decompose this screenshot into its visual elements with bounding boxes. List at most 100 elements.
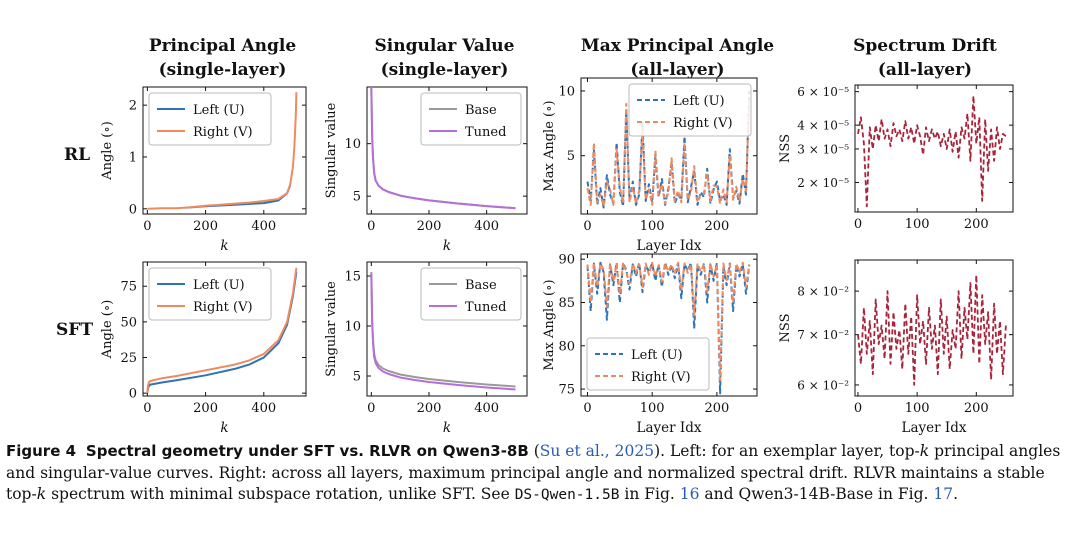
legend-box [586,337,710,391]
y-tick-label: 8 × 10⁻² [797,285,849,299]
y-axis-label: NSS [778,314,793,343]
y-axis-label: Angle (∘) [100,121,115,181]
column-title-line1: Singular Value [374,36,515,56]
figure-panels: 0 200 400 0 1 2 k Angle (∘) Left (U) Right (V) 0 20… [100,77,1014,436]
column-title-line1: Spectrum Drift [853,36,997,56]
series-line-right-v- [147,92,298,210]
column-title-spectrum-drift: Spectrum Drift (all-layer) [830,34,1020,82]
x-tick-label: 0 [583,219,591,234]
row-label-sft: SFT [56,320,93,340]
x-tick-label: 0 [854,217,862,232]
y-axis-label: Angle (∘) [100,300,115,360]
caption-end: . [953,485,959,503]
x-axis-label: k [443,420,451,436]
y-tick-label: 75 [120,280,137,295]
x-tick-label: 200 [417,219,442,234]
plot-frame-rl_drift [854,84,1014,213]
legend-label: Right (V) [193,125,253,140]
caption-text-2: principal angles and singular-value curv… [6,442,1061,503]
y-axis-label: Max Angle (∘) [542,279,557,370]
x-tick-label: 200 [964,217,989,232]
x-tick-label: 0 [367,401,375,416]
series-line-nss [857,274,1007,386]
caption-figure-label: Figure 4 [6,442,77,460]
column-title-line2: (single-layer) [158,60,287,80]
x-tick-label: 100 [640,219,665,234]
caption-text-1: ). Left: for an exemplar layer, top- [654,442,920,460]
series-line-nss [857,95,1007,208]
y-tick-label: 80 [558,339,575,354]
row-label-rl: RL [64,145,91,165]
y-tick-label: 5 [353,190,361,205]
series-line-right-v- [586,261,751,382]
series-line-left-u- [185,185,291,209]
y-tick-label: 10 [344,137,361,152]
column-title-line1: Principal Angle [148,36,297,56]
y-tick-label: 15 [344,270,361,285]
x-tick-label: 100 [905,217,930,232]
caption-model-name: DS-Qwen-1.5B [514,487,620,503]
y-tick-label: 5 [567,149,575,164]
x-axis-label: Layer Idx [637,238,702,254]
plot-frame-sft_singular [366,261,528,397]
caption-title: Spectral geometry under SFT vs. RLVR on … [85,442,529,460]
legend-label: Base [465,103,497,118]
x-tick-label: 100 [640,401,665,416]
figure-caption: Figure 4 Spectral geometry under SFT vs.… [6,442,1061,503]
y-tick-label: 50 [120,315,137,330]
legend-label: Right (V) [673,116,733,131]
caption-fig-ref-17[interactable]: 17 [933,485,954,503]
legend-label: Right (V) [193,300,253,315]
legend-label: Base [465,278,497,293]
y-tick-label: 7 × 10⁻² [797,328,849,342]
x-tick-label: 400 [251,401,276,416]
plot-frame-rl_angle [142,86,307,215]
x-tick-label: 200 [964,401,989,416]
y-tick-label: 3 × 10⁻⁵ [797,142,849,156]
y-tick-label: 2 [129,99,137,114]
caption-text-3: spectrum with minimal subspace rotation,… [46,485,515,503]
legend-label: Right (V) [631,370,691,385]
x-tick-label: 0 [143,219,151,234]
column-title-line2: (all-layer) [877,60,973,80]
caption-k-symbol: k [919,442,930,460]
legend-label: Left (U) [193,278,245,293]
caption-and-text: and Qwen3-14B-Base in Fig. [699,485,934,503]
y-tick-label: 25 [120,351,137,366]
y-tick-label: 5 [353,370,361,385]
x-tick-label: 0 [854,401,862,416]
x-axis-label: k [220,238,228,254]
legend-label: Left (U) [673,94,725,109]
x-tick-label: 200 [704,401,729,416]
x-tick-label: 400 [474,401,499,416]
y-tick-label: 75 [558,383,575,398]
caption-fig-ref-16[interactable]: 16 [679,485,700,503]
plot-frame-sft_drift [854,259,1014,397]
y-tick-label: 4 × 10⁻⁵ [797,119,849,133]
y-tick-label: 90 [558,253,575,268]
y-tick-label: 10 [344,320,361,335]
y-tick-label: 6 × 10⁻⁵ [797,85,849,99]
column-title-line1: Max Principal Angle [580,36,775,56]
x-axis-label: Layer Idx [637,420,702,436]
plot-frame-rl_singular [366,86,528,215]
y-tick-label: 10 [558,84,575,99]
plot-frame-rl_maxangle [580,77,758,215]
legend-label: Tuned [465,125,506,140]
caption-in-fig: in Fig. [619,485,680,503]
x-tick-label: 400 [251,219,276,234]
legend-box [628,83,752,137]
caption-citation-link[interactable]: Su et al., 2025 [539,442,655,460]
x-axis-label: Layer Idx [902,420,967,436]
y-tick-label: 85 [558,296,575,311]
y-axis-label: Max Angle (∘) [542,100,557,191]
x-tick-label: 100 [905,401,930,416]
legend-label: Left (U) [631,348,683,363]
column-title-singular-value: Singular Value (single-layer) [352,34,537,82]
plot-frame-sft_angle [142,261,307,397]
y-tick-label: 6 × 10⁻² [797,378,849,392]
x-tick-label: 0 [367,219,375,234]
column-title-line2: (single-layer) [380,60,509,80]
caption-k-symbol: k [36,485,47,503]
y-tick-label: 0 [129,387,137,402]
